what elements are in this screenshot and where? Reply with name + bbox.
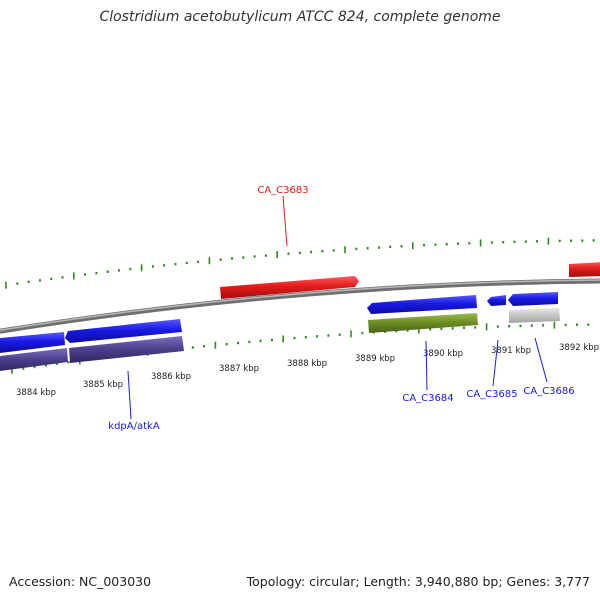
gene-feature-ca-c3685[interactable] bbox=[487, 295, 506, 306]
topology-summary: Topology: circular; Length: 3,940,880 bp… bbox=[246, 574, 590, 589]
gene-feature-forward-edge[interactable] bbox=[569, 262, 600, 277]
ruler-label: 3888 kbp bbox=[287, 359, 327, 369]
gene-label-kdpa[interactable]: kdpA/atkA bbox=[108, 421, 160, 432]
gene-label-ca-c3684[interactable]: CA_C3684 bbox=[402, 393, 453, 404]
leader-line-ca-c3683 bbox=[282, 195, 288, 247]
ruler-label: 3886 kbp bbox=[151, 372, 191, 382]
leader-line-kdpa bbox=[127, 370, 132, 420]
leader-line-ca-c3686 bbox=[534, 337, 548, 383]
gene-label-ca-c3685[interactable]: CA_C3685 bbox=[466, 389, 517, 400]
gene-feature-ca-c3684[interactable] bbox=[367, 295, 477, 314]
leader-line-ca-c3685 bbox=[492, 339, 499, 387]
gene-label-ca-c3683[interactable]: CA_C3683 bbox=[257, 185, 308, 196]
ruler-label: 3889 kbp bbox=[355, 354, 395, 364]
accession-text: Accession: NC_003030 bbox=[9, 574, 152, 589]
ruler-label: 3892 kbp bbox=[559, 343, 599, 353]
ruler-label: 3890 kbp bbox=[423, 349, 463, 359]
outer-tick-ruler bbox=[5, 237, 595, 289]
map-title: Clostridium acetobutylicum ATCC 824, com… bbox=[99, 9, 501, 25]
genome-backbone bbox=[0, 278, 600, 334]
ruler-label: 3891 kbp bbox=[491, 346, 531, 356]
ruler-label: 3887 kbp bbox=[219, 364, 259, 374]
gene-feature-reverse-left[interactable] bbox=[0, 332, 65, 353]
gene-label-ca-c3686[interactable]: CA_C3686 bbox=[523, 386, 574, 397]
ruler-label: 3884 kbp bbox=[16, 388, 56, 398]
cog-track-kdpa bbox=[69, 336, 184, 363]
gene-feature-ca-c3686[interactable] bbox=[508, 292, 558, 306]
cog-track-ca-c3686 bbox=[509, 308, 560, 323]
gene-feature-ca-c3683[interactable] bbox=[220, 276, 359, 299]
leader-line-ca-c3684 bbox=[425, 340, 428, 391]
gene-feature-kdpa[interactable] bbox=[65, 319, 182, 343]
cog-track-left bbox=[0, 348, 68, 371]
ruler-label: 3885 kbp bbox=[83, 380, 123, 390]
ruler-label-group: 3884 kbp 3885 kbp 3886 kbp 3887 kbp 3888… bbox=[16, 343, 599, 398]
cog-track-ca-c3684 bbox=[368, 313, 478, 333]
genome-backbone-highlight bbox=[0, 279, 600, 331]
